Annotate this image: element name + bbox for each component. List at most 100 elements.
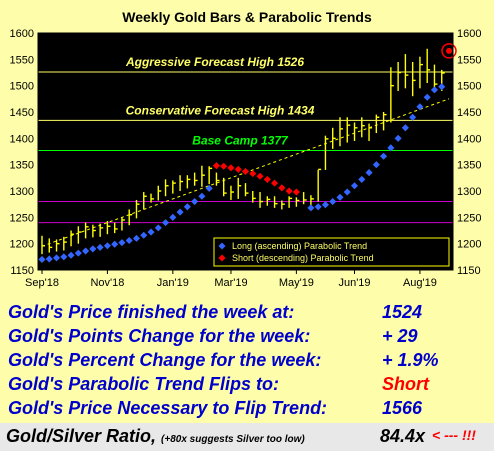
parabolic-long-point [321,201,329,209]
parabolic-long-point [416,103,424,111]
y-tick-label-right: 1350 [457,160,481,172]
chart-title: Weekly Gold Bars & Parabolic Trends [122,9,372,25]
parabolic-long-point [409,113,417,121]
parabolic-long-point [132,234,141,242]
x-tick-label: Jan'19 [157,277,189,289]
x-tick-label: Nov'18 [90,277,124,289]
parabolic-long-point [191,197,199,206]
parabolic-long-point [45,255,53,263]
parabolic-long-point [38,255,46,264]
parabolic-long-point [387,144,395,152]
parabolic-long-point [198,192,206,200]
parabolic-long-point [183,203,191,211]
parabolic-long-point [394,134,402,142]
parabolic-short-point [234,165,242,173]
x-tick-label: May'19 [279,277,314,289]
parabolic-long-point [314,203,322,211]
parabolic-short-point [241,167,250,176]
summary-label: Gold's Price finished the week at: [8,302,295,322]
summary-value: 1566 [382,398,423,418]
parabolic-long-point [438,83,446,91]
parabolic-long-point [176,208,184,216]
parabolic-long-point [365,169,373,177]
summary-value: Short [382,374,429,394]
parabolic-long-point [372,161,380,169]
flip-marker-ring [441,43,457,59]
reference-line-label: Base Camp 1377 [192,133,289,147]
parabolic-long-point [96,243,104,251]
summary-value: 1524 [382,302,423,322]
x-tick-label: Aug'19 [403,277,437,289]
y-tick-label-left: 1400 [10,133,34,145]
parabolic-short-point [256,172,264,180]
y-tick-label-right: 1500 [457,81,481,93]
y-tick-label-left: 1450 [10,107,34,119]
y-tick-label-left: 1200 [10,239,34,251]
parabolic-long-point [82,247,90,255]
summary-label: Gold's Points Change for the week: [8,326,311,346]
summary-row-gold-silver-ratio: Gold/Silver Ratio, (+80x suggests Silver… [0,423,494,451]
parabolic-long-point [125,236,133,245]
parabolic-long-point [103,242,111,250]
reference-line-label: Aggressive Forecast High 1526 [125,55,304,69]
parabolic-short-point [285,187,293,195]
parabolic-short-point [271,179,279,187]
y-tick-label-right: 1300 [457,186,481,198]
parabolic-long-point [67,251,75,259]
y-tick-label-right: 1200 [457,239,481,251]
parabolic-short-point [220,162,228,170]
parabolic-long-point [118,239,126,247]
parabolic-long-point [358,175,366,183]
y-tick-label-left: 1150 [10,265,34,277]
summary-row-flip-price: Gold's Price Necessary to Flip Trend: 15… [2,398,492,420]
y-tick-label-left: 1300 [10,186,34,198]
parabolic-long-point [154,224,162,232]
y-tick-label-right: 1600 [457,28,481,40]
parabolic-long-point [430,86,438,94]
parabolic-long-point [423,93,431,101]
summary-row-trend-flip: Gold's Parabolic Trend Flips to: Short [2,374,492,396]
y-tick-label-left: 1500 [10,81,34,93]
parabolic-long-point [329,197,337,206]
legend-long-label: Long (ascending) Parabolic Trend [232,241,367,251]
y-tick-label-right: 1550 [457,54,481,66]
summary-label: Gold's Percent Change for the week: [8,350,322,370]
parabolic-long-point [336,193,344,201]
parabolic-long-point [350,182,359,190]
y-tick-label-left: 1600 [10,28,34,40]
parabolic-long-point [205,184,213,192]
parabolic-long-point [401,124,409,132]
parabolic-long-point [111,240,119,248]
parabolic-short-point [263,175,271,183]
parabolic-short-point [212,162,220,170]
y-tick-label-right: 1450 [457,107,481,119]
legend-long-swatch [218,242,226,250]
parabolic-short-point [292,188,300,196]
ratio-arrow: < --- !!! [432,427,476,443]
parabolic-long-point [380,152,388,160]
y-tick-label-left: 1350 [10,160,34,172]
summary-row-points-change: Gold's Points Change for the week: + 29 [2,326,492,348]
summary-label: Gold's Parabolic Trend Flips to: [8,374,279,394]
parabolic-short-point [278,184,286,192]
legend-box [213,237,450,267]
y-tick-label-left: 1550 [10,54,34,66]
parabolic-long-point [74,249,82,257]
gold-chart: Weekly Gold Bars & Parabolic Trends 1150 1… [9,9,482,289]
ratio-label-text: Gold/Silver Ratio, [6,426,157,446]
summary-label: Gold's Price Necessary to Flip Trend: [8,398,328,418]
x-tick-label: Sep'18 [25,277,59,289]
ratio-note: (+80x suggests Silver too low) [161,434,305,445]
y-tick-label-right: 1150 [457,265,481,277]
plot-border [37,32,454,271]
reference-line-label: Conservative Forecast High 1434 [126,103,315,117]
parabolic-long-point [169,213,177,221]
parabolic-long-point [162,219,170,227]
y-tick-label-left: 1250 [10,212,34,224]
y-tick-label-right: 1250 [457,212,481,224]
summary-value: + 1.9% [382,350,439,370]
ratio-label: Gold/Silver Ratio, (+80x suggests Silver… [6,426,305,447]
parabolic-short-point [249,170,257,178]
x-tick-label: Mar'19 [214,277,247,289]
